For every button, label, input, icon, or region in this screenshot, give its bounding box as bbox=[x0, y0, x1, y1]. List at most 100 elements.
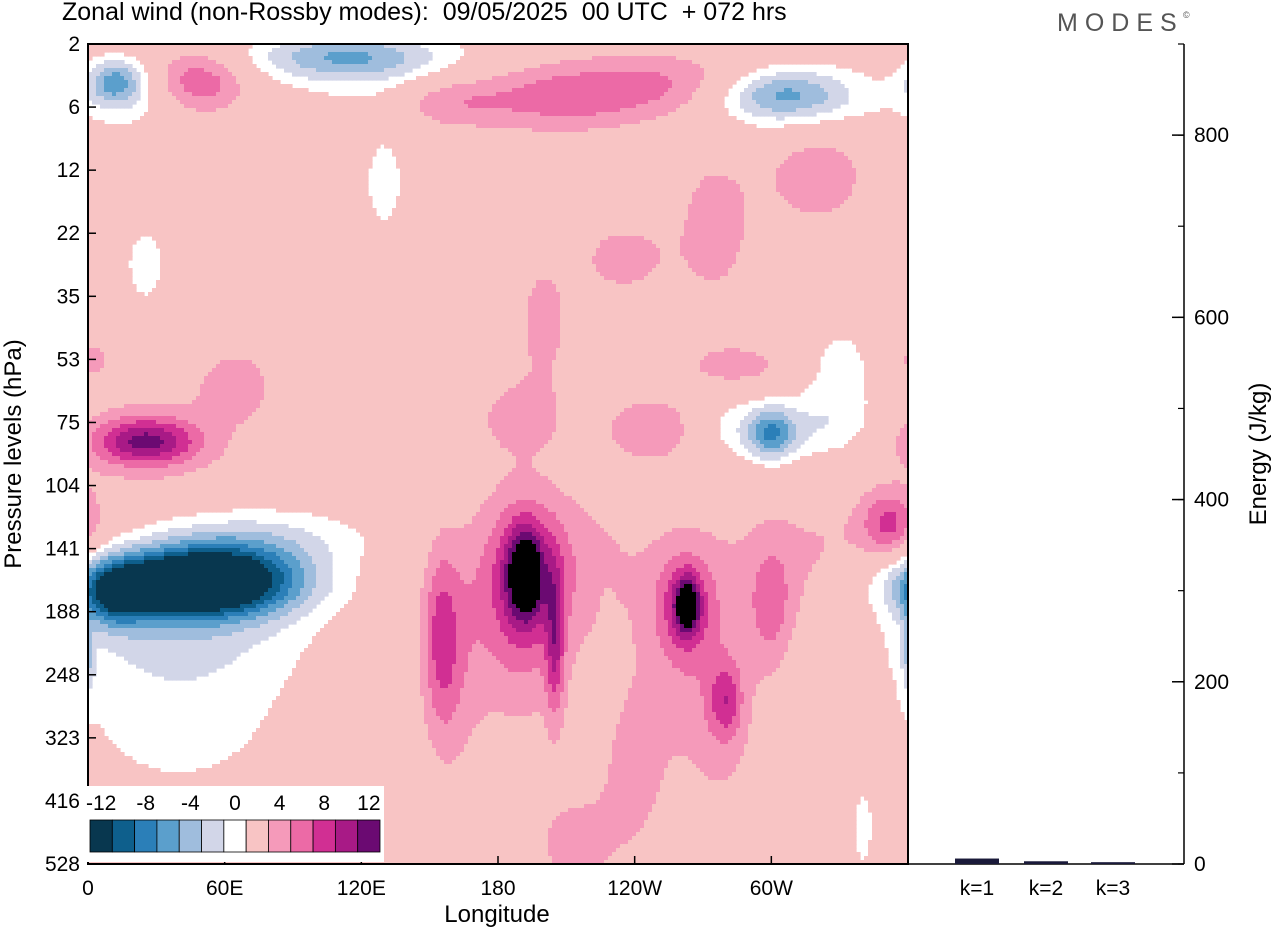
heatmap-cell bbox=[692, 76, 697, 81]
heatmap-cell bbox=[220, 144, 225, 149]
heatmap-cell bbox=[648, 104, 653, 109]
heatmap-cell bbox=[592, 148, 597, 153]
heatmap-cell bbox=[668, 80, 673, 85]
heatmap-cell bbox=[456, 124, 461, 129]
heatmap-cell bbox=[816, 92, 821, 97]
heatmap-cell bbox=[572, 80, 577, 85]
heatmap-cell bbox=[284, 140, 289, 145]
heatmap-cell bbox=[404, 148, 409, 153]
heatmap-cell bbox=[132, 136, 137, 141]
heatmap-cell bbox=[512, 100, 517, 105]
heatmap-cell bbox=[160, 60, 165, 65]
heatmap-cell bbox=[712, 128, 717, 133]
heatmap-cell bbox=[408, 132, 413, 137]
heatmap-cell bbox=[196, 140, 201, 145]
heatmap-cell bbox=[508, 56, 513, 61]
heatmap-cell bbox=[280, 48, 285, 53]
heatmap-cell bbox=[876, 112, 881, 117]
heatmap-cell bbox=[384, 88, 389, 93]
heatmap-cell bbox=[212, 116, 217, 121]
heatmap-cell bbox=[648, 84, 653, 89]
heatmap-cell bbox=[324, 104, 329, 109]
heatmap-cell bbox=[184, 88, 189, 93]
heatmap-cell bbox=[492, 140, 497, 145]
heatmap-cell bbox=[372, 64, 377, 69]
heatmap-cell bbox=[476, 144, 481, 149]
heatmap-cell bbox=[408, 128, 413, 133]
heatmap-cell bbox=[776, 112, 781, 117]
heatmap-cell bbox=[120, 104, 125, 109]
heatmap-cell bbox=[792, 92, 797, 97]
heatmap-cell bbox=[696, 76, 701, 81]
heatmap-cell bbox=[880, 144, 885, 149]
heatmap-cell bbox=[160, 72, 165, 77]
heatmap-cell bbox=[400, 124, 405, 129]
heatmap-cell bbox=[656, 124, 661, 129]
heatmap-cell bbox=[732, 52, 737, 57]
heatmap-cell bbox=[668, 64, 673, 69]
heatmap-cell bbox=[208, 152, 213, 157]
heatmap-cell bbox=[828, 124, 833, 129]
heatmap-cell bbox=[548, 144, 553, 149]
heatmap-cell bbox=[640, 68, 645, 73]
heatmap-cell bbox=[740, 124, 745, 129]
heatmap-cell bbox=[644, 76, 649, 81]
heatmap-cell bbox=[872, 132, 877, 137]
heatmap-cell bbox=[840, 92, 845, 97]
heatmap-cell bbox=[176, 116, 181, 121]
heatmap-cell bbox=[676, 76, 681, 81]
heatmap-cell bbox=[292, 132, 297, 137]
heatmap-cell bbox=[560, 148, 565, 153]
heatmap-cell bbox=[256, 84, 261, 89]
heatmap-cell bbox=[516, 132, 521, 137]
heatmap-cell bbox=[320, 108, 325, 113]
heatmap-cell bbox=[428, 120, 433, 125]
heatmap-cell bbox=[560, 100, 565, 105]
heatmap-cell bbox=[720, 112, 725, 117]
heatmap-cell bbox=[548, 64, 553, 69]
heatmap-cell bbox=[844, 56, 849, 61]
heatmap-cell bbox=[136, 128, 141, 133]
heatmap-cell bbox=[792, 80, 797, 85]
heatmap-cell bbox=[92, 136, 97, 141]
heatmap-cell bbox=[896, 136, 901, 141]
heatmap-cell bbox=[308, 72, 313, 77]
heatmap-cell bbox=[292, 96, 297, 101]
heatmap-cell bbox=[832, 100, 837, 105]
heatmap-cell bbox=[776, 136, 781, 141]
heatmap-cell bbox=[216, 132, 221, 137]
heatmap-cell bbox=[456, 88, 461, 93]
heatmap-cell bbox=[492, 72, 497, 77]
heatmap-cell bbox=[692, 144, 697, 149]
heatmap-cell bbox=[540, 76, 545, 81]
heatmap-cell bbox=[768, 76, 773, 81]
heatmap-cell bbox=[480, 80, 485, 85]
heatmap-cell bbox=[284, 48, 289, 53]
heatmap-cell bbox=[576, 124, 581, 129]
heatmap-cell bbox=[396, 112, 401, 117]
heatmap-cell bbox=[676, 84, 681, 89]
heatmap-cell bbox=[440, 96, 445, 101]
heatmap-cell bbox=[756, 144, 761, 149]
heatmap-cell bbox=[324, 92, 329, 97]
heatmap-cell bbox=[428, 88, 433, 93]
heatmap-cell bbox=[704, 148, 709, 153]
heatmap-cell bbox=[824, 96, 829, 101]
heatmap-cell bbox=[320, 76, 325, 81]
heatmap-cell bbox=[696, 108, 701, 113]
heatmap-cell bbox=[392, 136, 397, 141]
heatmap-cell bbox=[148, 136, 153, 141]
heatmap-cell bbox=[816, 104, 821, 109]
heatmap-cell bbox=[680, 76, 685, 81]
heatmap-cell bbox=[152, 92, 157, 97]
heatmap-cell bbox=[556, 68, 561, 73]
heatmap-cell bbox=[400, 92, 405, 97]
heatmap-cell bbox=[352, 144, 357, 149]
heatmap-cell bbox=[492, 56, 497, 61]
heatmap-cell bbox=[132, 80, 137, 85]
heatmap-cell bbox=[764, 48, 769, 53]
heatmap-cell bbox=[624, 56, 629, 61]
heatmap-cell bbox=[444, 96, 449, 101]
heatmap-cell bbox=[396, 132, 401, 137]
heatmap-cell bbox=[756, 104, 761, 109]
